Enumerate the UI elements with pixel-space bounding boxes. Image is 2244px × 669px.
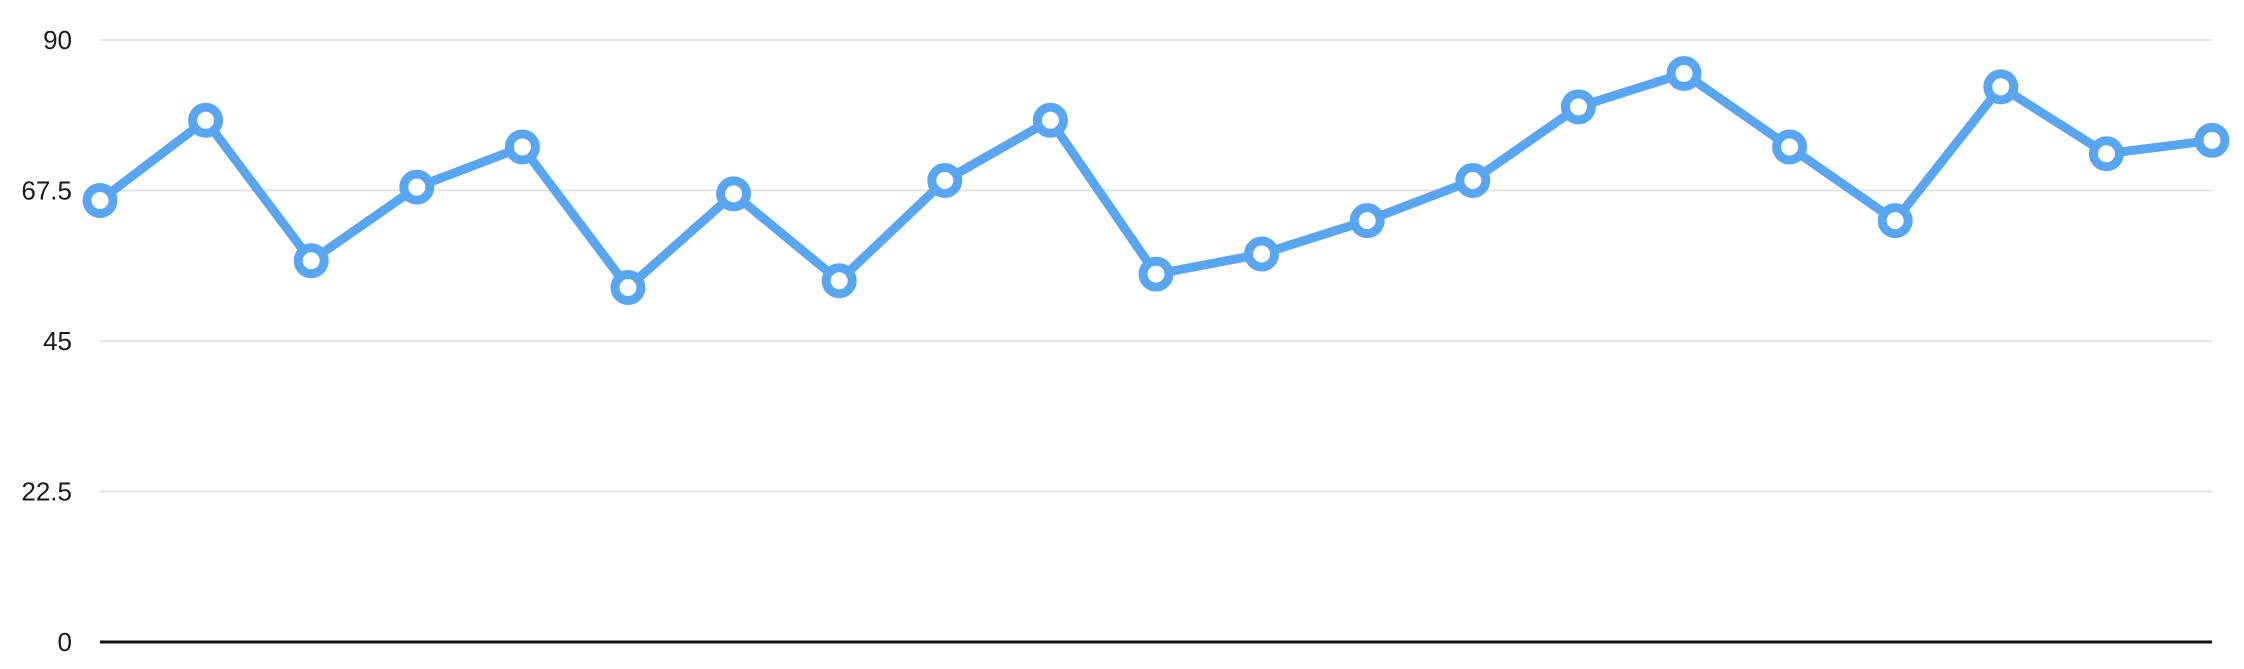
y-axis: 0 22.5 45 67.5 90 — [21, 25, 72, 657]
data-point — [1349, 203, 1385, 239]
data-point — [2088, 136, 2124, 172]
y-tick-label: 90 — [43, 25, 72, 55]
y-tick-label: 22.5 — [21, 477, 72, 507]
y-tick-label: 45 — [43, 326, 72, 356]
data-point — [1455, 162, 1491, 198]
data-point — [1666, 55, 1702, 91]
data-point — [1877, 203, 1913, 239]
y-tick-label: 67.5 — [21, 176, 72, 206]
data-point — [1983, 69, 2019, 105]
y-tick-label: 0 — [58, 627, 72, 657]
gridlines — [100, 39, 2212, 493]
data-point — [82, 183, 118, 219]
data-point — [610, 269, 646, 305]
data-point — [1032, 102, 1068, 138]
data-point — [2194, 122, 2230, 158]
data-point — [293, 243, 329, 279]
data-point — [821, 263, 857, 299]
data-point — [188, 102, 224, 138]
data-point — [1138, 256, 1174, 292]
data-point — [1244, 236, 1280, 272]
data-point — [1560, 89, 1596, 125]
data-point — [1772, 129, 1808, 165]
data-point — [504, 129, 540, 165]
data-point — [716, 176, 752, 212]
data-point — [927, 162, 963, 198]
data-point — [399, 169, 435, 205]
series-layer — [82, 55, 2230, 305]
